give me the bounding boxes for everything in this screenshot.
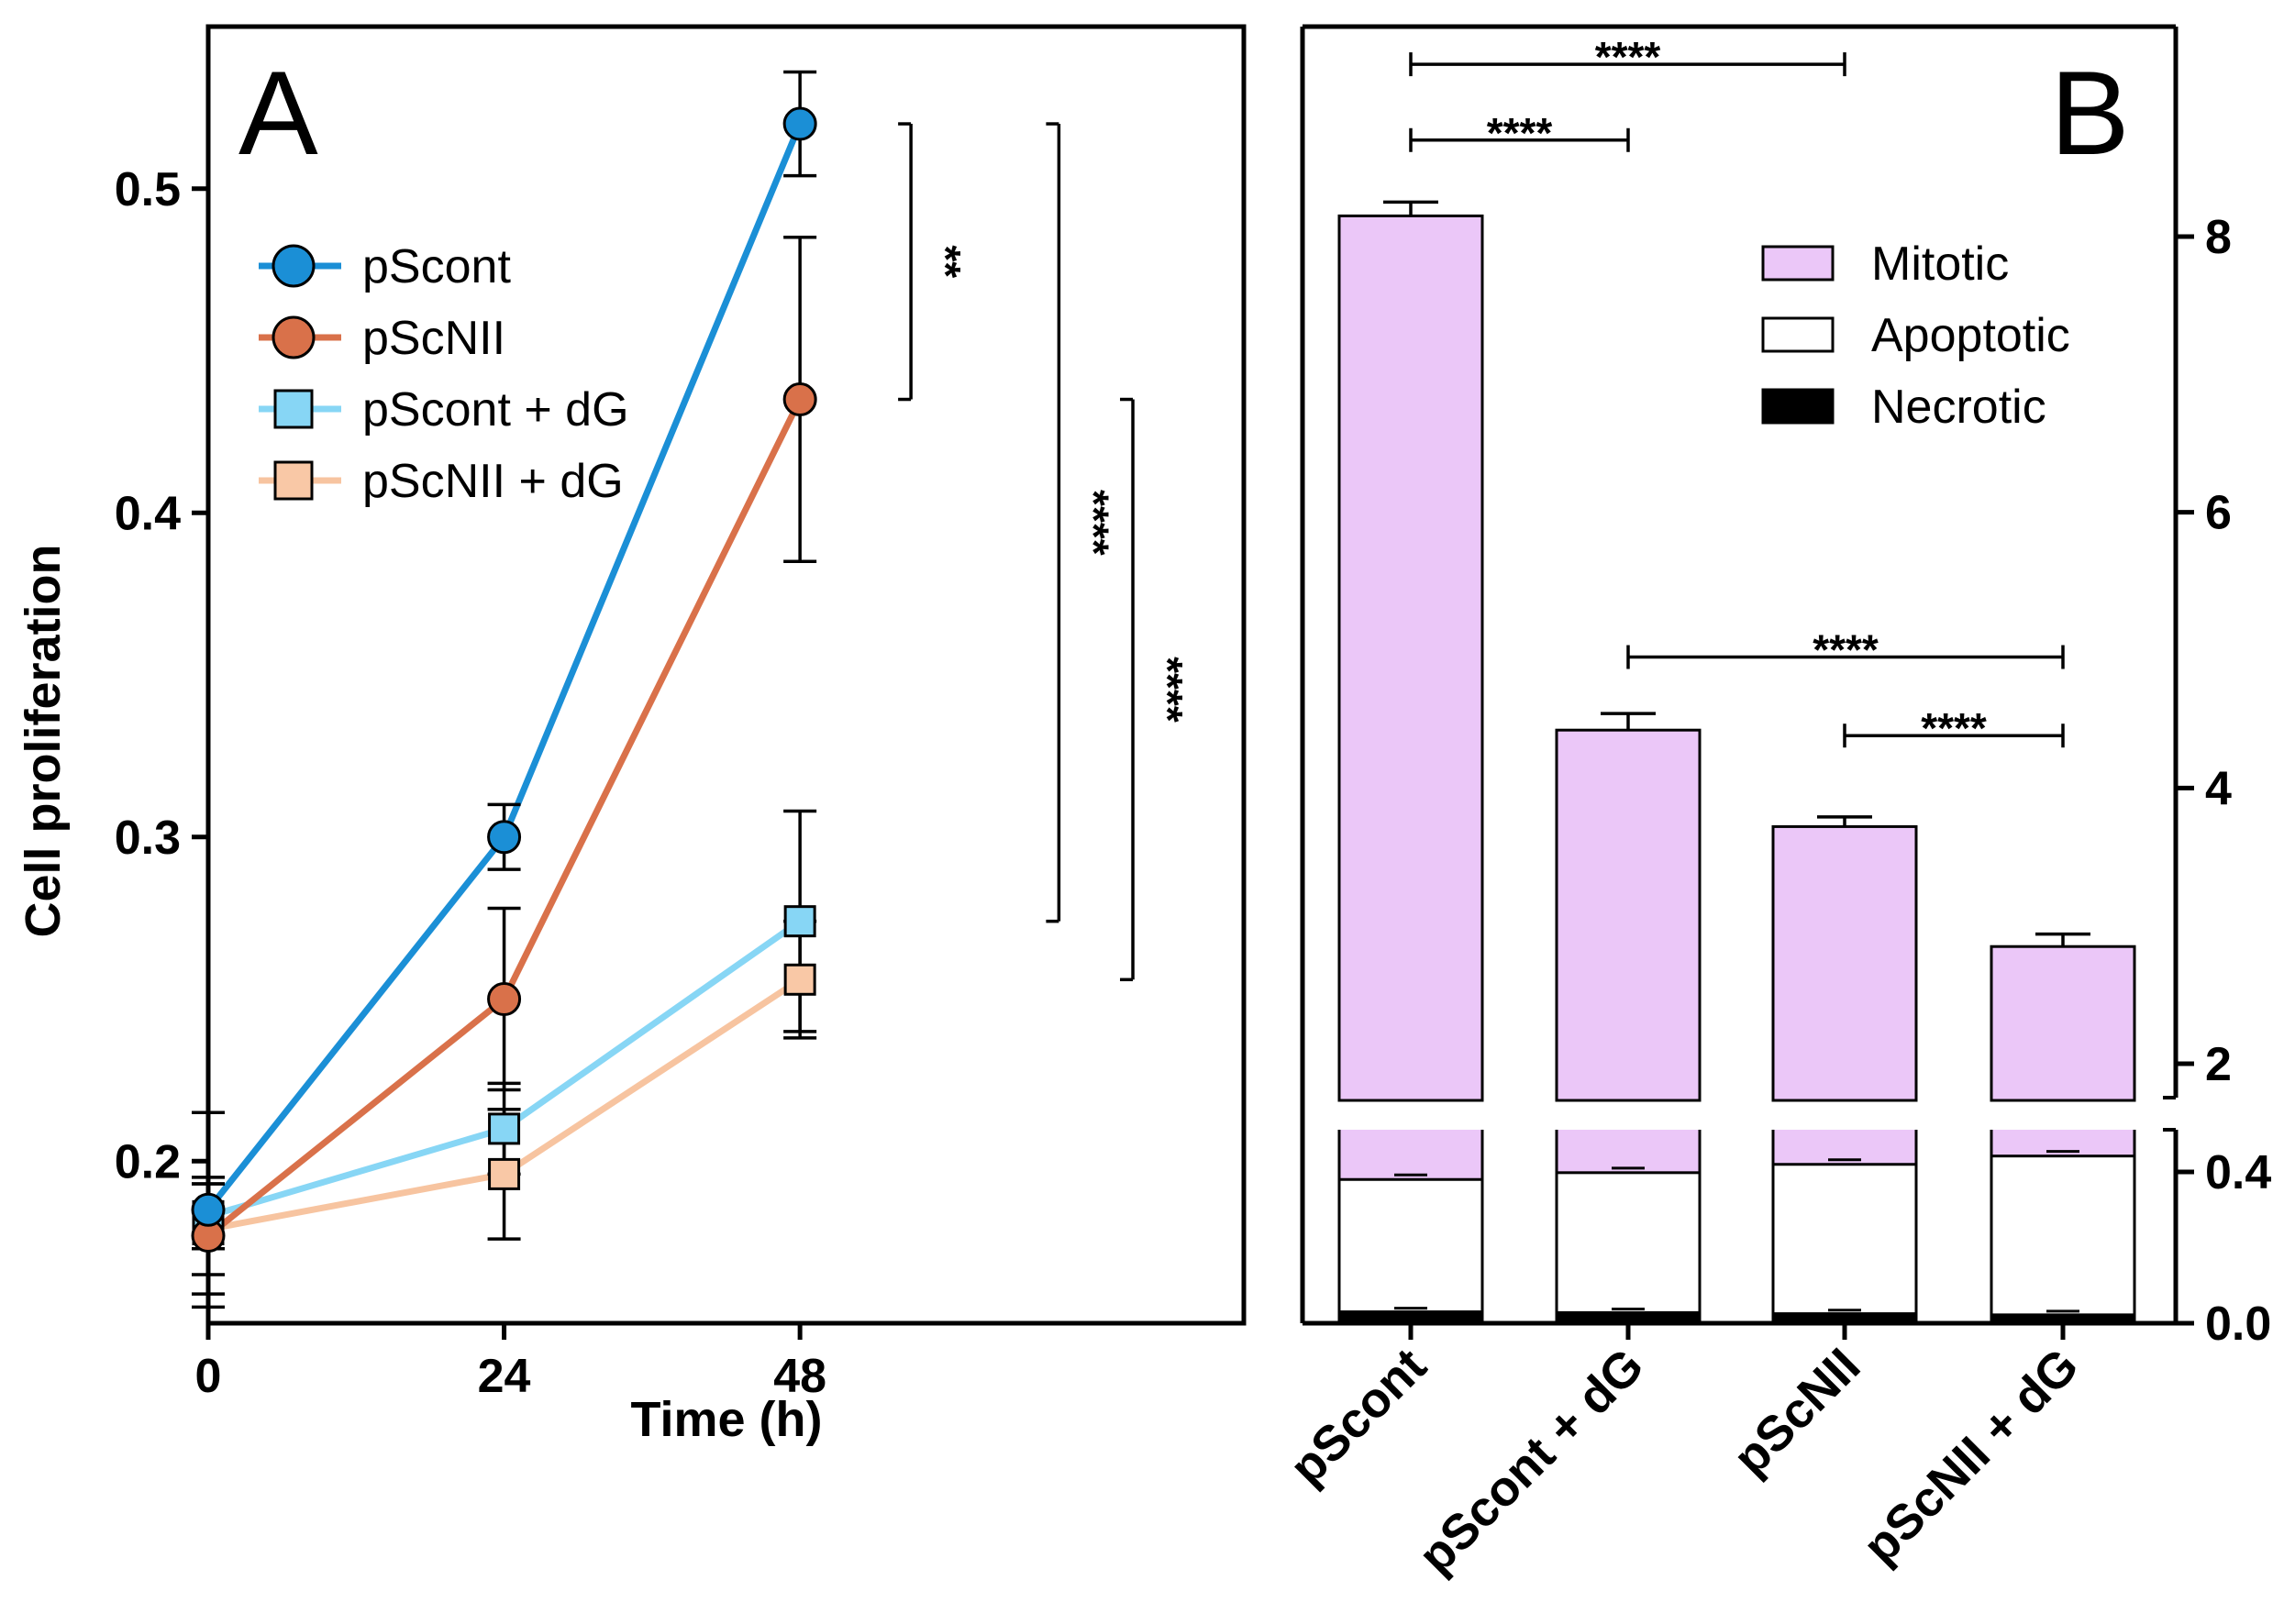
a-point-3: [783, 963, 816, 996]
b-bar-apoptotic: [1990, 1154, 2136, 1317]
a-significance-bracket: ****: [1120, 397, 1192, 982]
svg-text:Apoptotic: Apoptotic: [1871, 309, 2070, 362]
b-significance-label: ****: [1921, 704, 1987, 752]
a-y-tick-label: 0.4: [115, 487, 181, 540]
a-significance-label: **: [922, 245, 970, 278]
b-significance-label: ****: [1813, 626, 1879, 674]
b-bar-necrotic: [1337, 1310, 1484, 1325]
svg-text:pScNII: pScNII: [362, 312, 505, 365]
b-bar-mitotic-upper: [1771, 824, 1918, 1102]
b-y-tick-label: 8: [2205, 211, 2232, 264]
a-y-tick-label: 0.5: [115, 163, 181, 216]
svg-text:pScNII + dG: pScNII + dG: [362, 455, 624, 508]
b-bar-mitotic-upper: [1337, 214, 1484, 1102]
a-legend-item: pScNII + dG: [259, 455, 624, 508]
panel-a-frame: [205, 24, 1247, 1326]
a-point-0: [487, 820, 522, 855]
a-significance-bracket: **: [898, 122, 970, 402]
b-significance-bracket: ****: [1409, 109, 1630, 157]
b-y-tick-label: 0.0: [2205, 1298, 2271, 1351]
b-significance-bracket: ****: [1626, 626, 2065, 674]
a-point-2: [783, 905, 816, 938]
a-point-1: [487, 982, 522, 1016]
a-y-tick-label: 0.3: [115, 812, 181, 865]
b-legend-item: Necrotic: [1761, 381, 2046, 434]
b-y-tick-label: 4: [2205, 762, 2232, 815]
b-category-label: pScont + dG: [1408, 1338, 1654, 1584]
b-bar-mitotic-lower: [1557, 1130, 1700, 1173]
a-significance-label: ****: [1070, 490, 1117, 556]
a-significance-label: ****: [1144, 657, 1192, 723]
b-bar-0: [1337, 200, 1484, 1325]
b-bar-apoptotic: [1555, 1171, 1702, 1314]
panel-b-bar-chart: 2 4 6 8 0.0 0.4 **** **** **** **** pScontpScont…: [1280, 24, 2271, 1584]
b-bar-apoptotic: [1771, 1163, 1918, 1316]
panel-b-legend: Mitotic Apoptotic Necrotic: [1761, 238, 2070, 434]
a-significance-bracket: ****: [1046, 122, 1117, 923]
b-category-label: pScont: [1280, 1338, 1437, 1496]
b-bar-3: [1990, 932, 2136, 1325]
b-bar-necrotic: [1555, 1310, 1702, 1325]
svg-text:pScont: pScont: [362, 240, 511, 293]
b-category-label: pScNII + dG: [1853, 1338, 2090, 1574]
b-significance-label: ****: [1487, 109, 1553, 157]
b-significance-bracket: ****: [1409, 33, 1846, 81]
b-bar-necrotic: [1990, 1313, 2136, 1325]
a-legend-item: pScNII: [259, 312, 505, 365]
a-x-tick-label: 24: [478, 1350, 531, 1403]
a-legend-item: pScont: [259, 240, 511, 293]
b-bar-apoptotic: [1337, 1177, 1484, 1314]
svg-text:Necrotic: Necrotic: [1871, 381, 2046, 434]
panel-a-line-chart: A 0.20.30.40.5 0 24 48 ********** pScontpS…: [16, 24, 1247, 1447]
b-bar-mitotic-upper: [1555, 728, 1702, 1102]
panel-b-letter: B: [2050, 46, 2130, 180]
b-bar-mitotic-lower: [1339, 1130, 1482, 1180]
panel-a-letter: A: [238, 46, 318, 180]
b-legend-item: Mitotic: [1761, 238, 2009, 291]
a-point-2: [488, 1112, 521, 1145]
a-x-tick-label: 0: [195, 1350, 222, 1403]
a-point-3: [488, 1157, 521, 1190]
b-y-tick-label: 0.4: [2205, 1146, 2271, 1199]
b-y-tick-label: 2: [2205, 1038, 2232, 1091]
b-y-tick-label: 6: [2205, 487, 2232, 540]
a-point-0: [782, 106, 817, 141]
b-bar-necrotic: [1771, 1312, 1918, 1325]
b-legend-item: Apoptotic: [1761, 309, 2070, 362]
b-category-label: pScNII: [1723, 1338, 1870, 1486]
a-x-tick-label: 48: [773, 1350, 826, 1403]
b-bar-1: [1555, 712, 1702, 1325]
b-bar-2: [1771, 815, 1918, 1325]
a-legend-item: pScont + dG: [259, 383, 629, 436]
a-y-tick-label: 0.2: [115, 1135, 181, 1188]
svg-text:pScont + dG: pScont + dG: [362, 383, 629, 436]
panel-a-x-axis-label: Time (h): [630, 1392, 822, 1447]
svg-text:Mitotic: Mitotic: [1871, 238, 2009, 291]
b-bar-mitotic-upper: [1990, 945, 2136, 1102]
panel-a-y-axis-label: Cell proliferation: [16, 544, 71, 937]
a-point-1: [782, 382, 817, 417]
b-significance-label: ****: [1595, 33, 1661, 81]
b-significance-bracket: ****: [1843, 704, 2065, 752]
a-point-0: [191, 1192, 226, 1227]
panel-a-legend: pScont pScNII pScont + dG pScNII + dG: [259, 240, 629, 508]
